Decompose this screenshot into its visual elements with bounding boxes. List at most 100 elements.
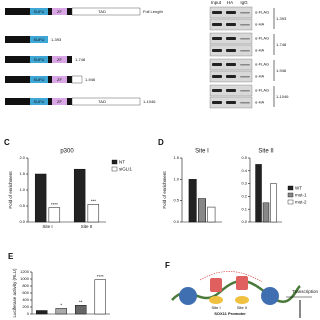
lane-label: Input [211, 0, 222, 5]
chart-title: Site II [258, 149, 274, 155]
y-tick-label: 0.5 [241, 155, 247, 160]
tad-region [71, 75, 83, 84]
band [212, 75, 222, 78]
y-tick-label: 1.0 [19, 187, 25, 192]
band [212, 37, 222, 40]
band [212, 23, 222, 26]
significance: **** [97, 274, 104, 279]
chart-title: p300 [60, 149, 74, 155]
antibody-label: α-FLAG [255, 10, 269, 15]
band [226, 63, 236, 66]
site-label: Site I [211, 305, 220, 310]
bar [36, 310, 48, 315]
construct-label: Full Length [143, 9, 163, 14]
tad-region [71, 97, 141, 106]
legend-label: NT [119, 159, 125, 164]
legend-label: mut-2 [295, 199, 307, 204]
panel-letter: C [4, 138, 10, 147]
bar [75, 305, 87, 315]
protein [235, 296, 249, 304]
y-axis-label: Luciferase activity (RLU) [12, 268, 17, 318]
linker [48, 8, 52, 15]
y-tick-label: 0.0 [241, 219, 247, 224]
construct-body [5, 98, 30, 105]
band [212, 11, 222, 14]
y-tick-label: 1200 [20, 269, 30, 274]
protein [236, 276, 248, 290]
construct-body [5, 8, 30, 15]
antibody-label: α-FLAG [255, 36, 269, 41]
y-tick-label: 1.5 [173, 155, 179, 160]
domain-label: SUFU [34, 77, 45, 82]
chart-title: Site I [195, 149, 209, 155]
group-label: 1-393 [276, 16, 287, 21]
protein [209, 296, 223, 304]
domain-label: SUFU [34, 99, 45, 104]
y-tick-label: 0.5 [19, 203, 25, 208]
panel-f-diagram [171, 271, 312, 318]
band [212, 101, 222, 104]
band [226, 37, 236, 40]
panel-letter: E [8, 252, 14, 261]
legend-swatch [287, 199, 294, 205]
bar [207, 206, 216, 223]
band [240, 50, 250, 52]
band [240, 24, 250, 26]
site-label: Site II [237, 305, 247, 310]
band [240, 90, 250, 92]
linker [67, 76, 72, 83]
band [212, 89, 222, 92]
domain-label: ZF [57, 99, 62, 104]
x-tick-label: Site I [42, 224, 52, 229]
bar [262, 202, 270, 223]
band [226, 11, 236, 14]
significance: ** [79, 299, 83, 304]
antibody-label: α-HA [255, 22, 265, 27]
y-axis-label: Fold of enrichment [162, 171, 167, 209]
legend-label: WT [295, 185, 302, 190]
construct-label: 1-748 [75, 57, 86, 62]
bar [73, 168, 86, 223]
x-tick-label: Site II [81, 224, 93, 229]
band [226, 89, 236, 92]
bar [270, 183, 277, 223]
band [212, 63, 222, 66]
sufu-domain [30, 76, 48, 83]
band [226, 23, 236, 26]
band [240, 12, 250, 14]
tad-region [71, 7, 141, 16]
group-label: 1-748 [276, 42, 287, 47]
bar [55, 308, 67, 315]
domain-label: TAD [98, 9, 106, 14]
domain-label: SUFU [34, 37, 45, 42]
sufu-domain [30, 36, 48, 43]
domain-label: ZF [57, 57, 62, 62]
group-label: 1-946 [276, 68, 287, 73]
y-tick-label: 0.1 [241, 206, 247, 211]
legend-swatch [111, 166, 118, 172]
sufu-domain [30, 56, 48, 63]
promoter-label: SOX11 Promoter [214, 311, 246, 316]
antibody-label: α-HA [255, 100, 265, 105]
lane-label: IgG [240, 0, 248, 5]
zf-domain [52, 98, 67, 105]
band [240, 64, 250, 66]
construct-body [5, 56, 30, 63]
significance: * [60, 303, 62, 308]
bar [94, 279, 106, 315]
y-tick-label: 200 [22, 304, 29, 309]
y-tick-label: 0.3 [241, 181, 247, 186]
construct-label: 1-946 [85, 77, 96, 82]
legend-swatch [111, 159, 118, 165]
significance: **** [51, 202, 58, 207]
construct-body [5, 36, 30, 43]
linker [67, 8, 72, 15]
y-tick-label: 0.2 [241, 193, 247, 198]
panel-letter: D [158, 138, 164, 147]
sufu-domain [30, 98, 48, 105]
legend-swatch [287, 192, 294, 198]
band [226, 101, 236, 104]
y-tick-label: 0.0 [173, 219, 179, 224]
transcription-label: Transcription [292, 289, 318, 294]
